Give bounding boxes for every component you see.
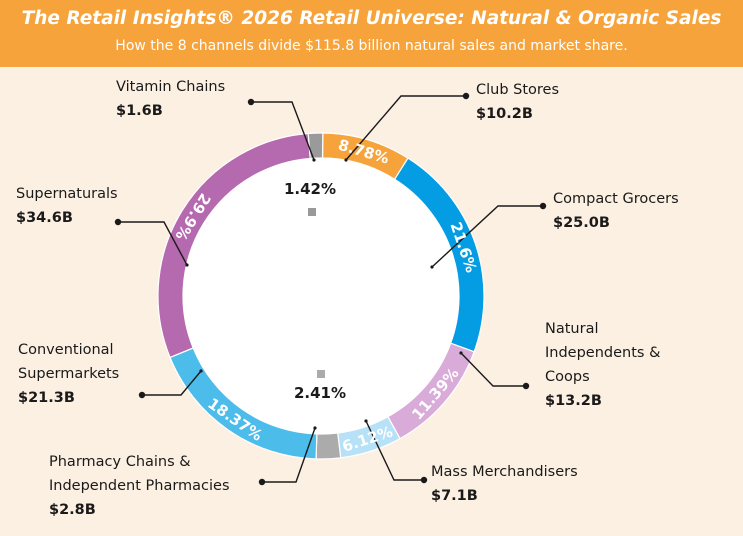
- leader-anchor: [430, 265, 434, 269]
- slice-callout: Mass Merchandisers $7.1B: [431, 460, 578, 508]
- callout-name-line: Natural: [545, 321, 599, 337]
- slice-callout: Supernaturals $34.6B: [16, 182, 118, 230]
- callout-value: $2.8B: [49, 502, 96, 518]
- leader-dot: [258, 478, 266, 486]
- chart-subtitle: How the 8 channels divide $115.8 billion…: [115, 38, 628, 54]
- leader-dot: [114, 218, 122, 226]
- callout-value: $25.0B: [553, 215, 610, 231]
- callout-name-line: Compact Grocers: [553, 191, 679, 207]
- leader-dot: [462, 92, 470, 100]
- callout-name-line: Pharmacy Chains &: [49, 454, 191, 470]
- callout-value: $13.2B: [545, 393, 602, 409]
- leader-line: [142, 370, 202, 396]
- slice-callout: Natural Independents & Coops $13.2B: [545, 317, 660, 413]
- slice-callout: Compact Grocers $25.0B: [553, 187, 679, 235]
- leader-anchor: [313, 426, 317, 430]
- donut-hole: [183, 158, 459, 434]
- leader-dot: [420, 476, 428, 484]
- leader-anchor: [199, 369, 203, 373]
- slice-pharmacy-chains-independent-pharmacies: [315, 432, 342, 460]
- leader-line: [118, 221, 188, 266]
- leader-line: [262, 427, 316, 483]
- header-banner: The Retail Insights® 2026 Retail Univers…: [0, 0, 743, 67]
- callout-name-line: Independent Pharmacies: [49, 478, 230, 494]
- pct-label: 1.42%: [284, 180, 336, 198]
- leader-dot: [138, 391, 146, 399]
- callout-value: $1.6B: [116, 103, 163, 119]
- callout-name-line: Vitamin Chains: [116, 79, 226, 95]
- slice-callout: Vitamin Chains $1.6B: [116, 75, 225, 123]
- callout-name-line: Coops: [545, 369, 590, 385]
- callout-name-line: Conventional: [18, 342, 114, 358]
- leader-line: [431, 205, 543, 268]
- callout-name-line: Mass Merchandisers: [431, 464, 578, 480]
- leader-dot: [247, 98, 255, 106]
- slice-vitamin-chains: [307, 132, 324, 160]
- leader-anchor: [364, 419, 368, 423]
- leader-dot: [539, 202, 547, 210]
- leader-anchor: [459, 351, 463, 355]
- callout-name-line: Supermarkets: [18, 366, 120, 382]
- leader-line: [251, 101, 315, 161]
- callout-value: $34.6B: [16, 210, 73, 226]
- pct-marker: [308, 208, 316, 216]
- slice-callout: Conventional Supermarkets $21.3B: [18, 338, 119, 410]
- callout-name-line: Independents &: [545, 345, 661, 361]
- callout-name-line: Supernaturals: [16, 186, 118, 202]
- callout-value: $7.1B: [431, 488, 478, 504]
- leader-dot: [522, 382, 530, 390]
- slice-callout: Pharmacy Chains & Independent Pharmacies $…: [49, 450, 230, 522]
- callout-name-line: Club Stores: [476, 82, 560, 98]
- slice-callout: Club Stores $10.2B: [476, 78, 559, 126]
- leader-anchor: [344, 158, 348, 162]
- chart-title: The Retail Insights® 2026 Retail Univers…: [21, 8, 722, 29]
- callout-value: $10.2B: [476, 106, 533, 122]
- leader-line: [365, 420, 424, 481]
- pct-label: 2.41%: [294, 384, 346, 402]
- leader-line: [460, 352, 526, 387]
- leader-anchor: [312, 158, 316, 162]
- pct-marker: [317, 370, 325, 378]
- leader-anchor: [185, 263, 189, 267]
- callout-value: $21.3B: [18, 390, 75, 406]
- leader-line: [345, 95, 466, 161]
